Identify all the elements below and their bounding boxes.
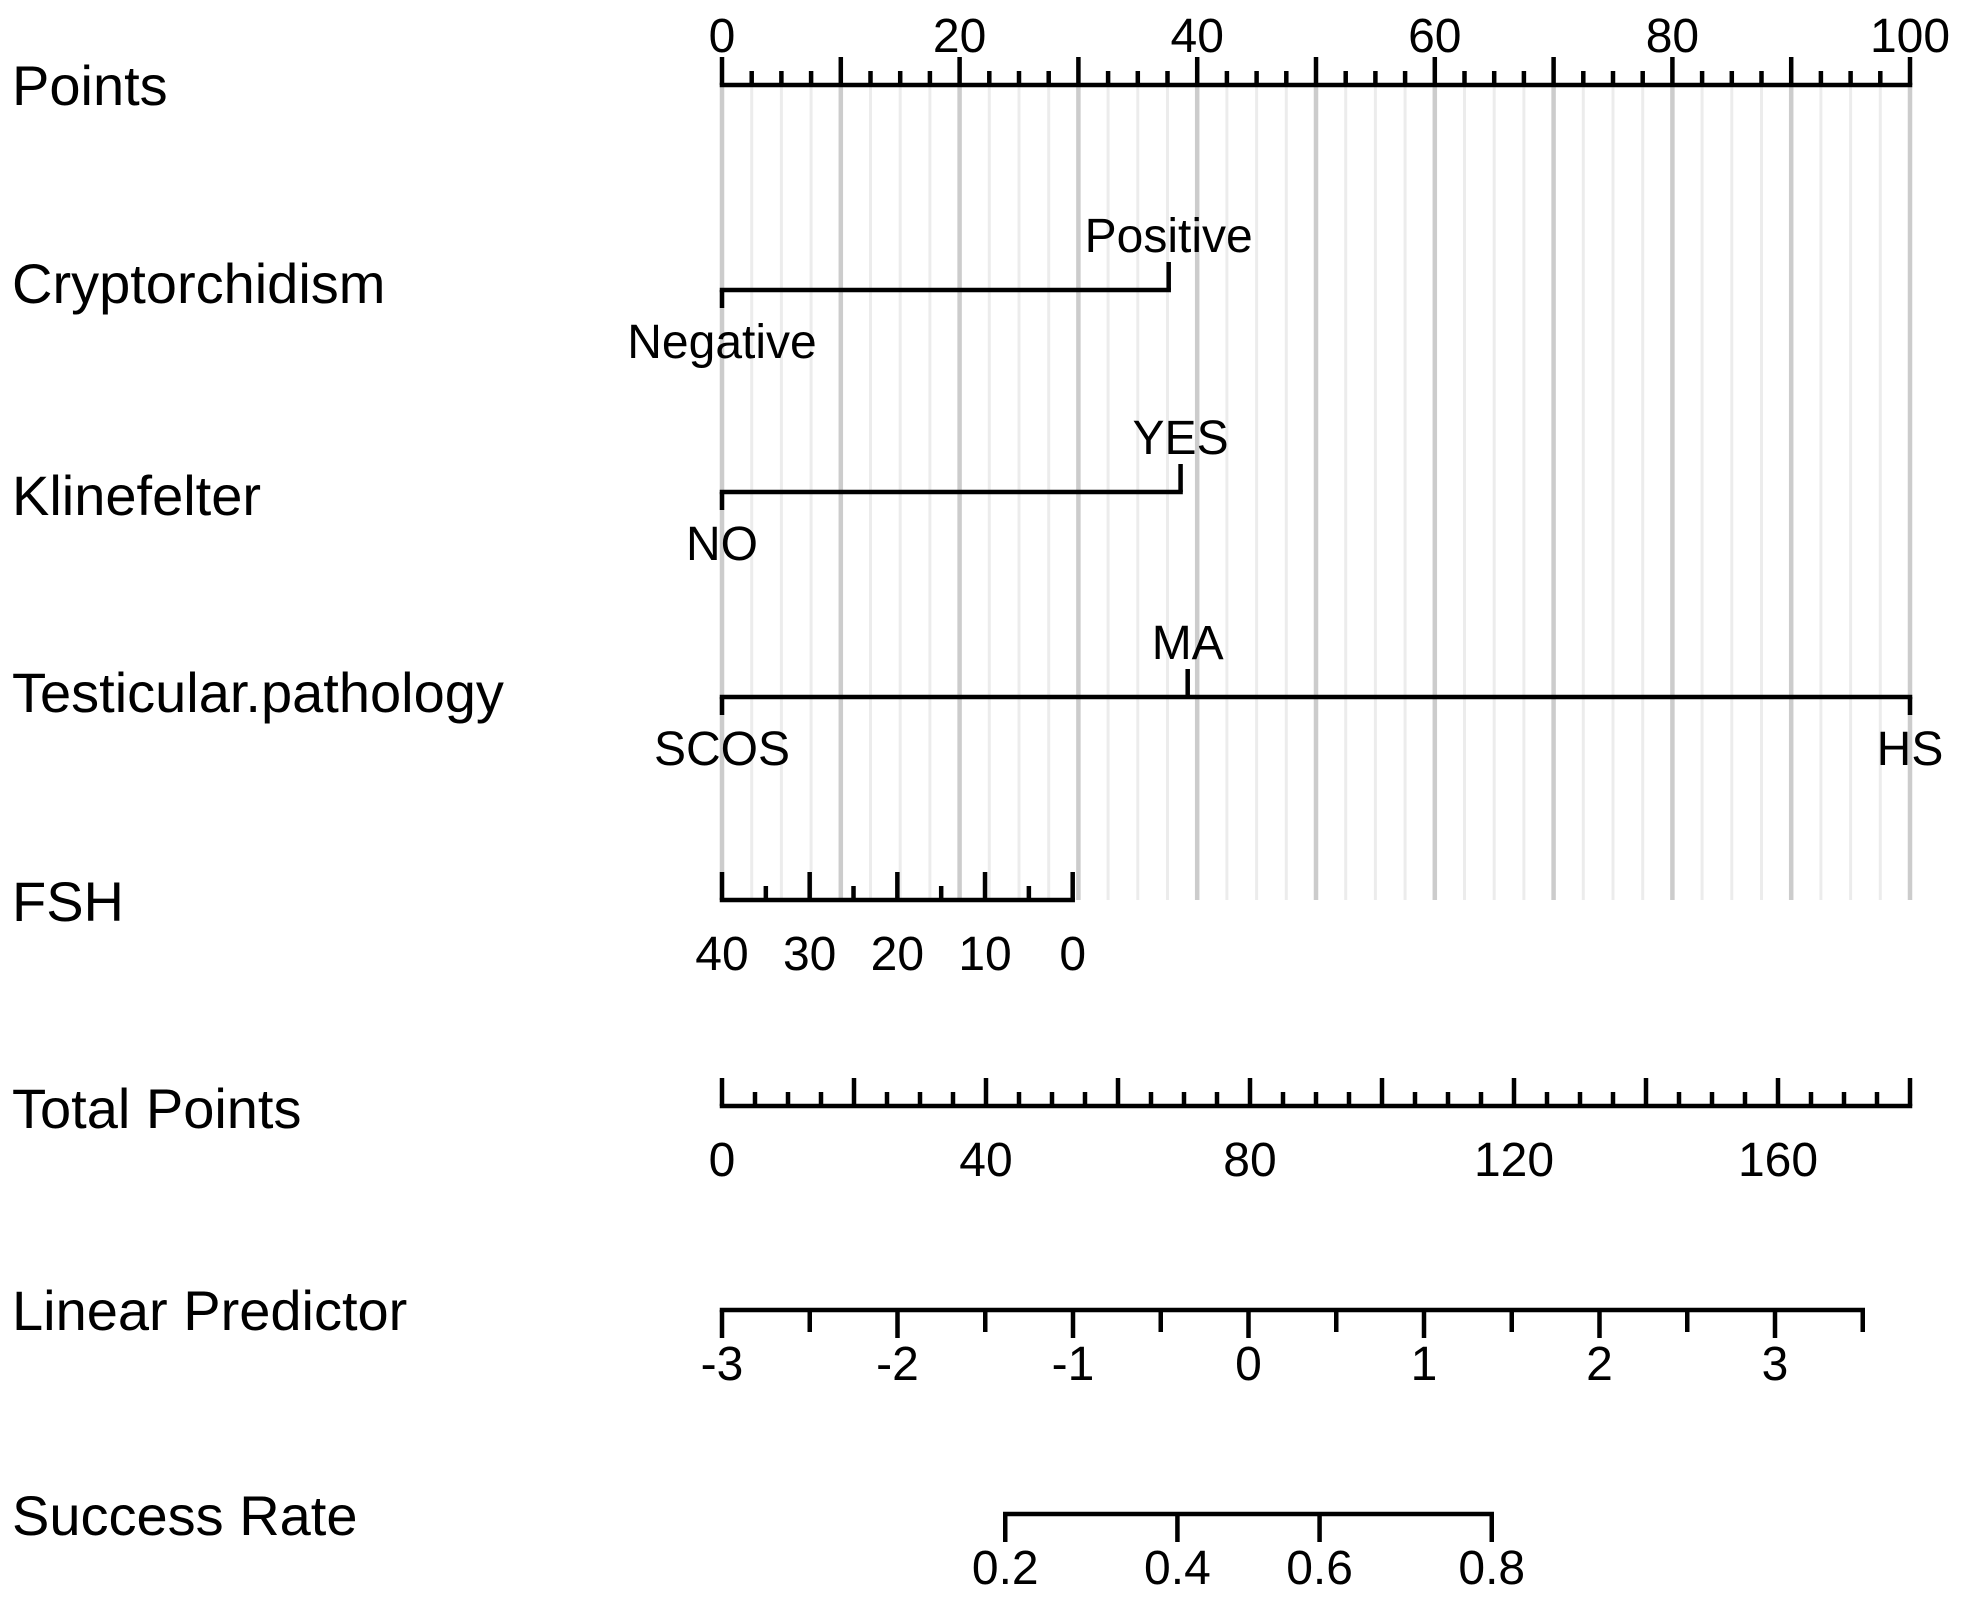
klinefelter-row-label: Klinefelter	[12, 464, 261, 527]
points-tick-label: 0	[709, 10, 736, 63]
linear-predictor-tick-label: 3	[1762, 1338, 1789, 1391]
linear-predictor-tick-label: -3	[701, 1338, 744, 1391]
fsh-tick-label: 40	[695, 928, 748, 981]
row-labels: Points Cryptorchidism Klinefelter Testic…	[12, 54, 504, 1547]
fsh-tick-label: 30	[783, 928, 836, 981]
points-tick-label: 40	[1171, 10, 1224, 63]
klinefelter-level-label: YES	[1133, 412, 1229, 465]
total-points-tick-label: 80	[1223, 1134, 1276, 1187]
linear-predictor-tick-label: 2	[1586, 1338, 1613, 1391]
klinefelter-level-label: NO	[686, 518, 758, 571]
linear-predictor-row-label: Linear Predictor	[12, 1279, 407, 1342]
total-points-tick-label: 40	[959, 1134, 1012, 1187]
success-rate-tick-label: 0.6	[1286, 1542, 1353, 1595]
fsh-tick-label: 10	[958, 928, 1011, 981]
success-rate-tick-label: 0.8	[1458, 1542, 1525, 1595]
linear-predictor-tick-label: -2	[876, 1338, 919, 1391]
success-rate-row-label: Success Rate	[12, 1484, 358, 1547]
total-points-tick-label: 160	[1738, 1134, 1818, 1187]
points-tick-label: 60	[1408, 10, 1461, 63]
total-points-tick-label: 0	[709, 1134, 736, 1187]
points-row-label: Points	[12, 54, 168, 117]
points-tick-label: 80	[1646, 10, 1699, 63]
points-tick-label: 100	[1870, 10, 1950, 63]
total-points-tick-label: 120	[1474, 1134, 1554, 1187]
linear-predictor-tick-label: 1	[1411, 1338, 1438, 1391]
success-rate-tick-label: 0.4	[1144, 1542, 1211, 1595]
fsh-row-label: FSH	[12, 870, 124, 933]
axes: 0 20 40 60 80 100NegativePositiveNOYESSCOSMAH…	[627, 10, 1950, 1595]
linear-predictor-tick-label: -1	[1052, 1338, 1095, 1391]
testicular-pathology-row-label: Testicular.pathology	[12, 661, 504, 724]
cryptorchidism-level-label: Positive	[1085, 210, 1253, 263]
success-rate-tick-label: 0.2	[972, 1542, 1039, 1595]
testicular-pathology-level-label: MA	[1152, 617, 1224, 670]
linear-predictor-tick-label: 0	[1235, 1338, 1262, 1391]
testicular-pathology-level-label: SCOS	[654, 723, 790, 776]
points-tick-label: 20	[933, 10, 986, 63]
cryptorchidism-level-label: Negative	[627, 316, 816, 369]
fsh-tick-label: 0	[1059, 928, 1086, 981]
testicular-pathology-level-label: HS	[1877, 723, 1944, 776]
fsh-tick-label: 20	[871, 928, 924, 981]
cryptorchidism-row-label: Cryptorchidism	[12, 252, 385, 315]
total-points-row-label: Total Points	[12, 1077, 302, 1140]
